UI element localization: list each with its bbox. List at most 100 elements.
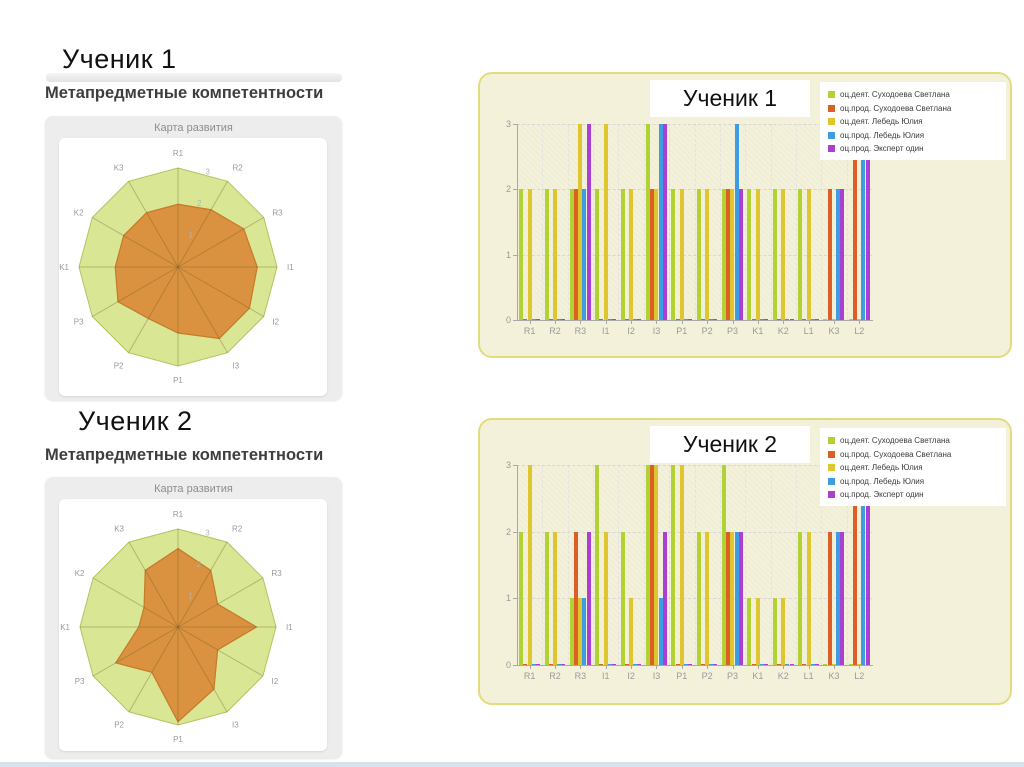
x-tick-label: P2 — [701, 671, 713, 681]
bar — [552, 189, 557, 320]
radar-axis-label: P3 — [75, 677, 85, 686]
bar — [751, 663, 756, 665]
x-axis-tick — [833, 666, 835, 669]
bar — [696, 531, 701, 665]
bar — [675, 663, 680, 665]
x-tick-label: K1 — [752, 671, 764, 681]
bar — [654, 465, 659, 665]
bar — [629, 598, 633, 665]
radar-card-title-1: Карта развития — [154, 122, 233, 134]
legend-item-label: оц.деят. Суходоева Светлана — [840, 90, 950, 100]
bar — [671, 465, 676, 665]
bar — [637, 318, 642, 320]
bar — [633, 318, 638, 320]
radar-spoke — [128, 266, 179, 353]
bar — [823, 663, 828, 665]
bar — [544, 531, 549, 665]
x-axis-tick — [580, 666, 582, 669]
y-axis — [517, 124, 518, 320]
legend-item-label: оц.деят. Лебедь Юлия — [840, 117, 923, 127]
bar — [734, 531, 739, 665]
bar — [645, 124, 650, 320]
bar — [726, 531, 731, 665]
bar — [535, 318, 540, 320]
x-axis-tick — [783, 666, 785, 669]
radar-chart-student1: R1 R2 R3 I1 I2 I3 P1 P2 P3 K1 K2 K3 1 2 3 — [59, 149, 294, 385]
radar-spoke — [177, 217, 264, 268]
bar — [574, 531, 579, 665]
legend-swatch-icon — [828, 464, 835, 472]
bar — [519, 189, 524, 320]
radar-axis-label: R1 — [173, 149, 184, 158]
x-axis-tick — [681, 321, 683, 324]
legend-item: оц.деят. Суходоева Светлана — [828, 88, 1006, 102]
x-axis-tick — [529, 666, 531, 669]
vertical-gridline — [821, 465, 823, 665]
bar — [607, 318, 612, 320]
bar — [831, 663, 836, 665]
bar — [713, 663, 718, 665]
radar-spoke — [177, 626, 264, 677]
bar-chart-title-2: Ученик 2 — [650, 426, 810, 463]
x-tick-label: R2 — [549, 326, 561, 336]
radar-card-2: R1 R2 R3 I1 I2 I3 P1 P2 P3 K1 K2 K3 1 2 3 — [59, 499, 327, 751]
vertical-gridline — [719, 465, 721, 665]
radar-spoke — [128, 626, 179, 713]
x-axis-tick — [605, 666, 607, 669]
x-axis-tick — [605, 321, 607, 324]
bar — [764, 318, 769, 320]
bar — [624, 318, 629, 320]
bar — [574, 189, 579, 320]
legend-item-label: оц.прод. Суходоева Светлана — [840, 103, 952, 113]
radar-value-tick-label: 3 — [205, 528, 210, 537]
x-axis-tick — [681, 666, 683, 669]
radar-panel-student2: Карта развития R1 R2 R3 I1 I2 I3 P1 P2 P3 K1 K2 K3 1… — [45, 477, 342, 758]
horizontal-gridline — [517, 124, 872, 125]
bar — [806, 189, 811, 320]
legend-item: оц.прод. Лебедь Юлия — [828, 129, 1006, 143]
x-tick-label: K2 — [777, 326, 789, 336]
x-axis-tick — [707, 321, 709, 324]
legend-item-label: оц.прод. Лебедь Юлия — [840, 476, 925, 486]
vertical-gridline — [846, 465, 848, 665]
bar — [599, 663, 604, 665]
bar — [861, 124, 866, 320]
vertical-gridline — [846, 124, 848, 320]
bar — [798, 189, 803, 320]
radar-axis-label: P2 — [114, 721, 124, 730]
student1-heading: Ученик 1 — [62, 44, 177, 74]
x-axis-tick — [732, 666, 734, 669]
legend-swatch-icon — [828, 91, 835, 99]
radar-axis-label: I3 — [233, 361, 240, 370]
radar-chart-student2: R1 R2 R3 I1 I2 I3 P1 P2 P3 K1 K2 K3 1 2 3 — [60, 510, 293, 744]
radar-axis-label: P3 — [74, 318, 84, 327]
bar — [561, 318, 566, 320]
radar-card-title-2: Карта развития — [154, 483, 233, 495]
vertical-gridline — [567, 124, 569, 320]
x-axis-tick — [656, 666, 658, 669]
bar-chart-panel-student2: Ученик 2 оц.деят. Суходоева Светлана оц.п… — [478, 418, 1012, 705]
bar — [755, 598, 760, 665]
x-tick-label: R1 — [523, 326, 536, 336]
bar — [810, 663, 815, 665]
bar — [781, 598, 786, 665]
x-tick-label: P2 — [701, 326, 713, 336]
bar — [759, 663, 764, 665]
x-axis-tick — [732, 321, 734, 324]
x-tick-label: P1 — [676, 671, 688, 681]
bar — [772, 598, 777, 665]
legend-item: оц.прод. Суходоева Светлана — [828, 448, 1006, 462]
vertical-gridline — [795, 465, 797, 665]
x-tick-label: I2 — [627, 326, 635, 336]
bar — [827, 189, 832, 320]
radar-axis-label: I1 — [287, 263, 294, 272]
bar — [620, 189, 625, 320]
radar-axis-label: R3 — [272, 209, 283, 218]
radar-value-tick-label: 1 — [188, 591, 193, 600]
bar — [637, 663, 642, 665]
x-tick-label: K1 — [752, 326, 764, 336]
x-tick-label: I1 — [601, 326, 610, 336]
bar — [662, 124, 667, 320]
bar — [785, 318, 790, 320]
bar — [578, 124, 583, 320]
